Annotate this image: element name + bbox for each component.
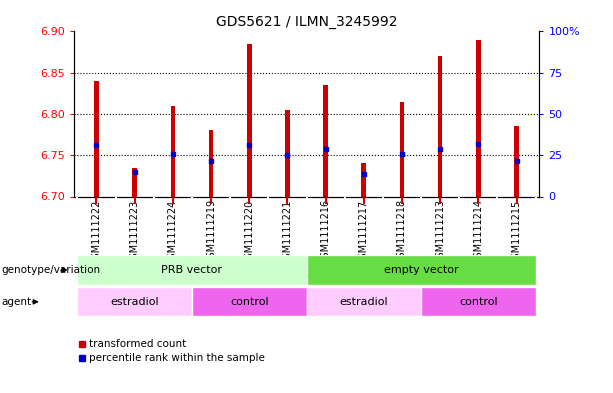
Point [245,142,254,149]
Title: GDS5621 / ILMN_3245992: GDS5621 / ILMN_3245992 [216,15,397,29]
Bar [306,255,536,285]
Point [130,169,140,175]
Point [283,152,292,158]
Bar [170,106,175,196]
Bar [77,287,192,316]
Bar [421,287,536,316]
Point [512,158,522,164]
Bar [323,85,328,196]
Text: control: control [459,297,498,307]
Bar [94,81,99,196]
Point [397,151,407,157]
Point [321,145,330,152]
Legend: transformed count, percentile rank within the sample: transformed count, percentile rank withi… [78,339,265,364]
Text: GSM1111216: GSM1111216 [321,199,330,264]
Point [359,171,368,177]
Point [206,158,216,164]
Text: GSM1111219: GSM1111219 [206,199,216,264]
Bar [476,40,481,197]
Point [168,151,178,157]
Bar [306,287,421,316]
Bar [77,255,306,285]
Text: GSM1111224: GSM1111224 [168,199,178,264]
Bar [514,127,519,196]
Bar [247,44,251,196]
Text: GSM1111213: GSM1111213 [435,199,445,264]
Text: GSM1111218: GSM1111218 [397,199,407,264]
Bar [132,167,137,196]
Text: empty vector: empty vector [384,265,459,275]
Bar [209,130,213,196]
Text: control: control [230,297,268,307]
Text: genotype/variation: genotype/variation [1,265,101,275]
Text: GSM1111215: GSM1111215 [511,199,522,264]
Text: estradiol: estradiol [340,297,388,307]
Point [473,141,483,147]
Bar [362,163,366,196]
Bar [400,101,404,196]
Bar [438,56,443,196]
Point [435,145,445,152]
Text: agent: agent [1,297,31,307]
Text: GSM1111222: GSM1111222 [91,199,102,265]
Text: estradiol: estradiol [110,297,159,307]
Text: GSM1111220: GSM1111220 [244,199,254,264]
Bar [192,287,306,316]
Point [91,141,101,148]
Text: GSM1111221: GSM1111221 [283,199,292,264]
Bar [285,110,290,196]
Text: GSM1111223: GSM1111223 [130,199,140,264]
Text: GSM1111217: GSM1111217 [359,199,369,264]
Text: PRB vector: PRB vector [161,265,223,275]
Text: GSM1111214: GSM1111214 [473,199,483,264]
